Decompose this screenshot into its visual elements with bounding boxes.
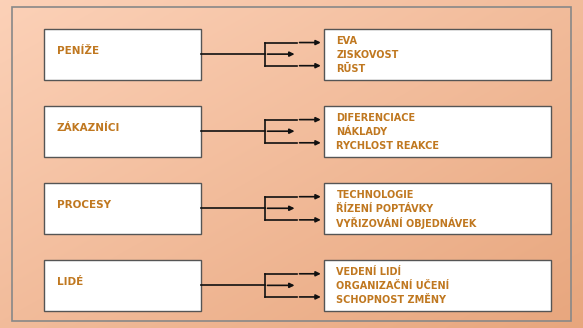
Text: ZÁKAZNÍCI: ZÁKAZNÍCI xyxy=(57,123,120,133)
Text: NÁKLADY: NÁKLADY xyxy=(336,127,388,137)
Text: ŘÍZENÍ POPTÁVKY: ŘÍZENÍ POPTÁVKY xyxy=(336,204,434,214)
FancyBboxPatch shape xyxy=(324,29,551,80)
Text: ZISKOVOST: ZISKOVOST xyxy=(336,50,399,60)
Text: SCHOPNOST ZMĚNY: SCHOPNOST ZMĚNY xyxy=(336,295,447,305)
Text: EVA: EVA xyxy=(336,36,357,46)
Text: DIFERENCIACE: DIFERENCIACE xyxy=(336,113,416,123)
FancyBboxPatch shape xyxy=(44,106,201,157)
FancyBboxPatch shape xyxy=(324,260,551,311)
Text: RŬST: RŬST xyxy=(336,64,366,74)
FancyBboxPatch shape xyxy=(324,106,551,157)
FancyBboxPatch shape xyxy=(44,260,201,311)
Text: PENÍŽE: PENÍŽE xyxy=(57,46,99,56)
Text: VYŘIZOVÁNÍ OBJEDNÁVEK: VYŘIZOVÁNÍ OBJEDNÁVEK xyxy=(336,217,477,229)
FancyBboxPatch shape xyxy=(44,183,201,234)
Text: PROCESY: PROCESY xyxy=(57,200,111,210)
Text: ORGANIZAČNÍ UČENÍ: ORGANIZAČNÍ UČENÍ xyxy=(336,281,449,291)
FancyBboxPatch shape xyxy=(44,29,201,80)
FancyBboxPatch shape xyxy=(324,183,551,234)
Text: VEDENÍ LIDÍ: VEDENÍ LIDÍ xyxy=(336,267,401,277)
Text: RYCHLOST REAKCE: RYCHLOST REAKCE xyxy=(336,141,440,151)
Text: TECHNOLOGIE: TECHNOLOGIE xyxy=(336,190,414,200)
Text: LIDÉ: LIDÉ xyxy=(57,277,83,287)
